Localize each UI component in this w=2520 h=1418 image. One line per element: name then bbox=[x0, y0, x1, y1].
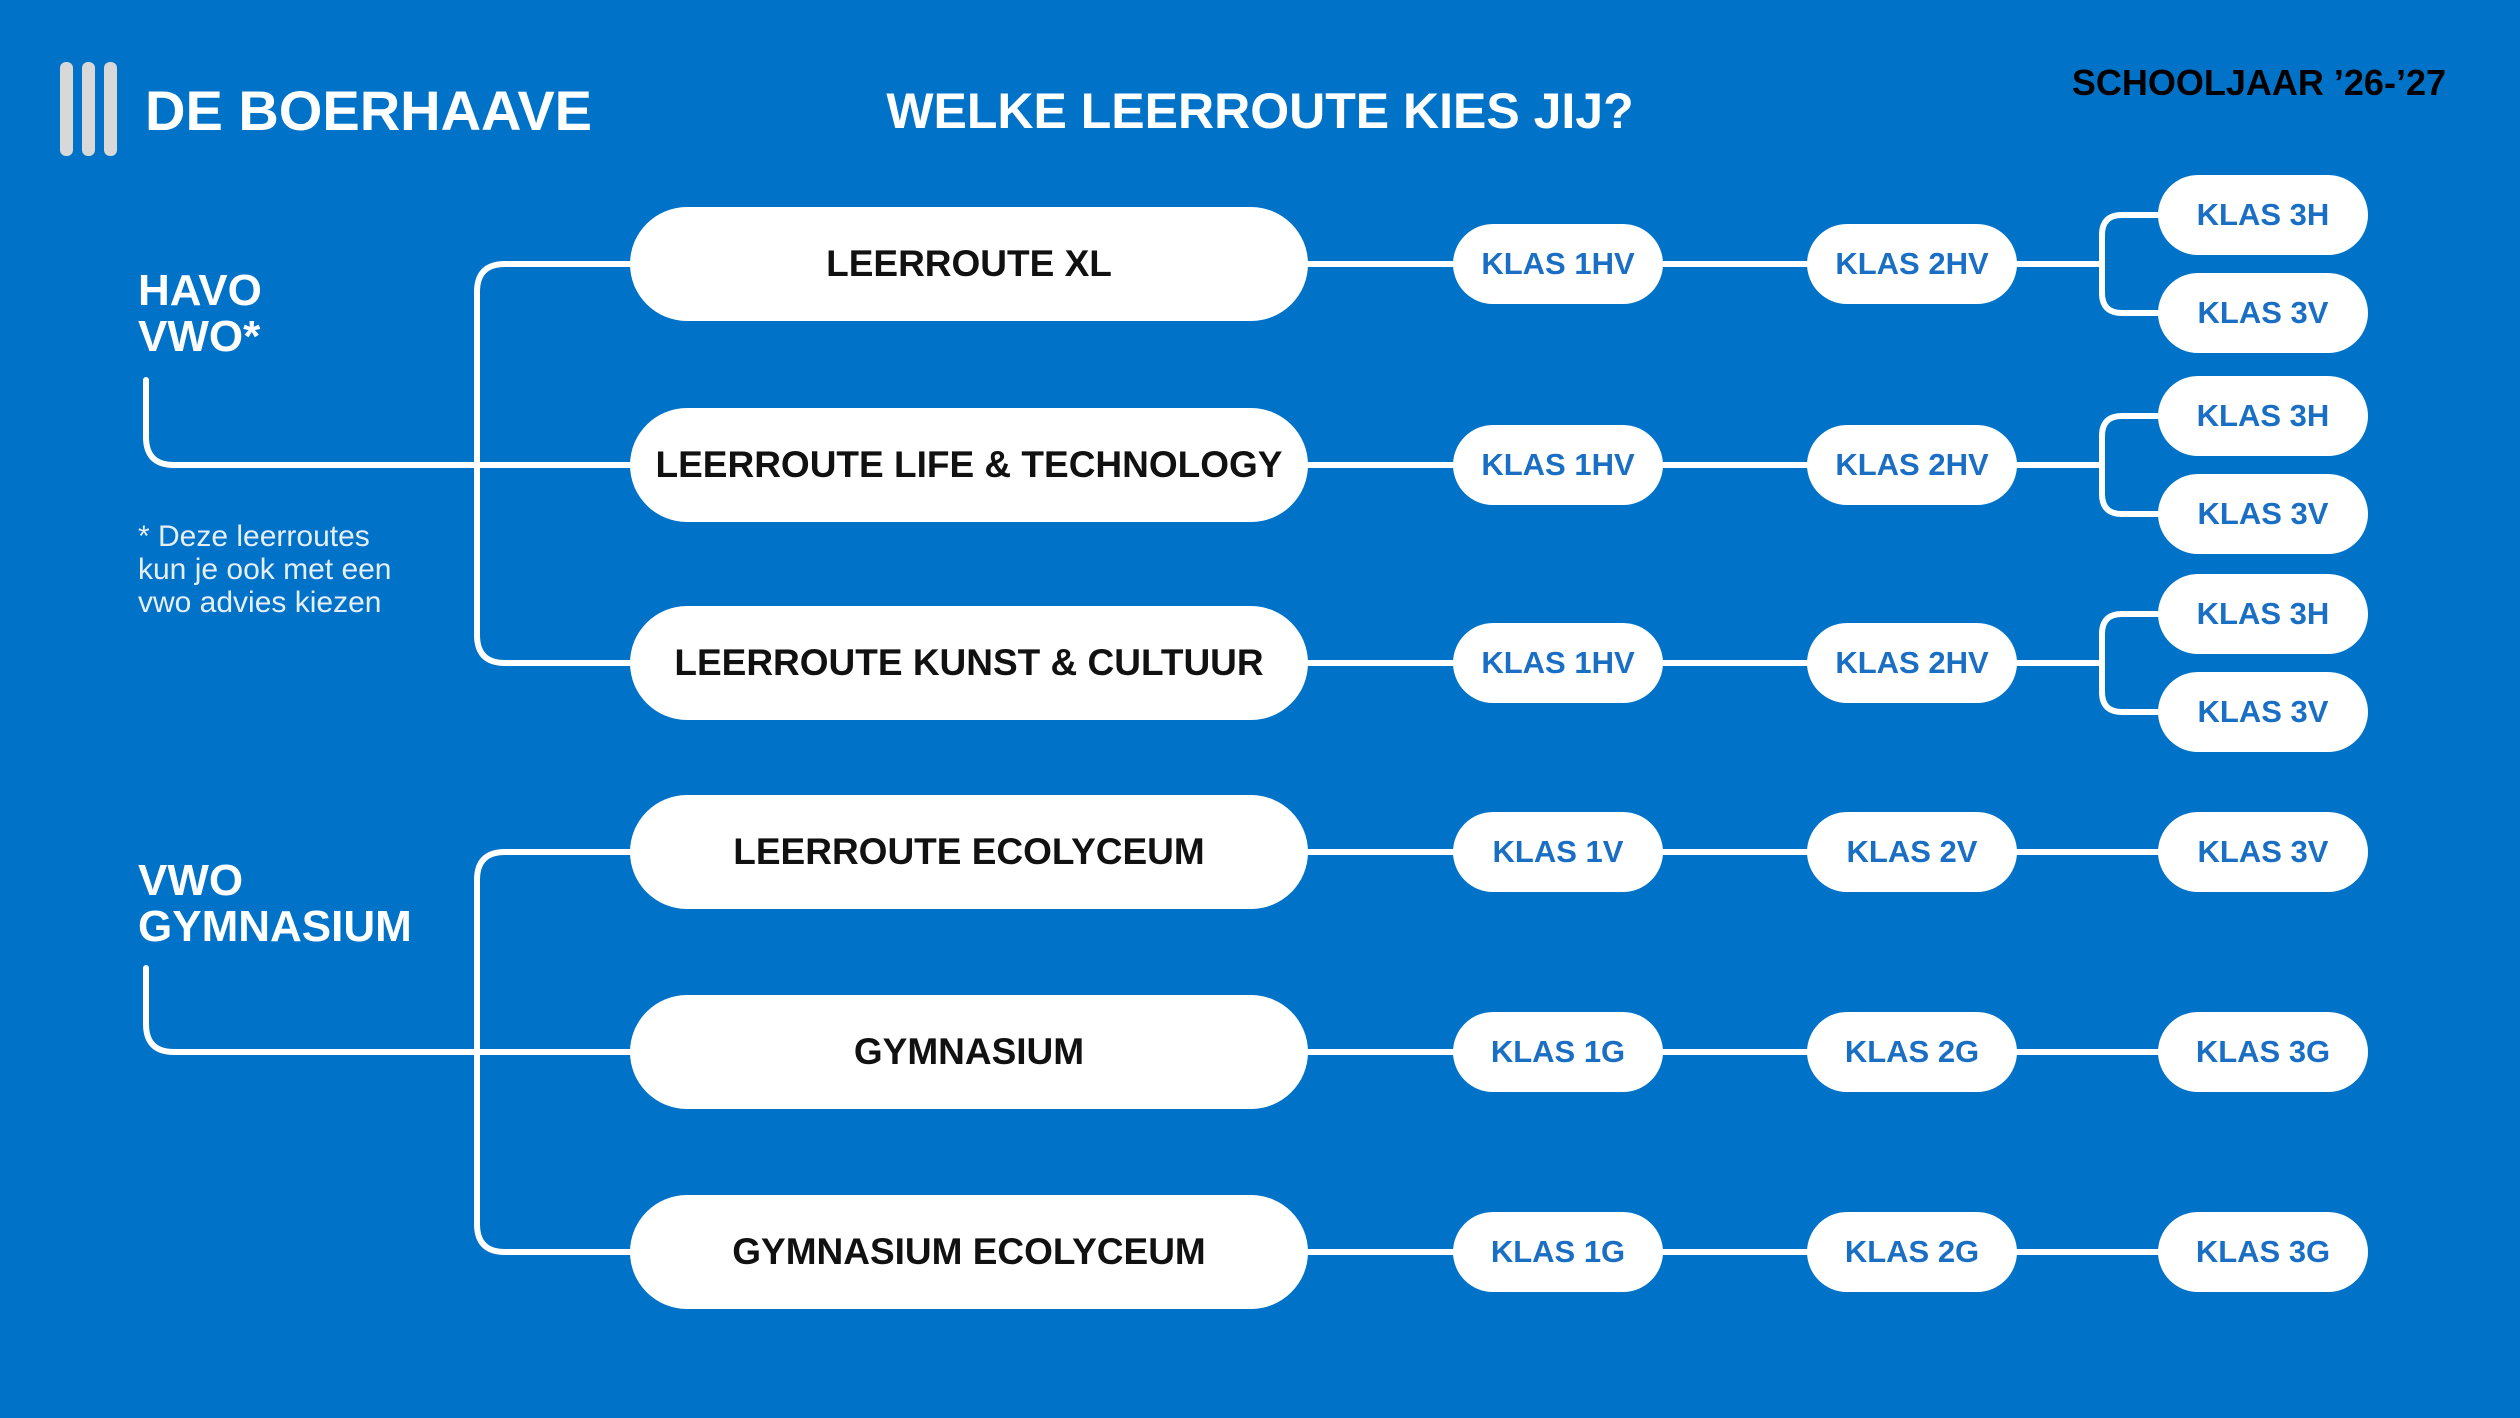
school-year: SCHOOLJAAR ’26-’27 bbox=[2071, 62, 2446, 103]
footnote: * Deze leerroutes kun je ook met een vwo… bbox=[138, 520, 392, 619]
klas-1-pill: KLAS 1HV bbox=[1453, 623, 1663, 703]
route-pill: LEERROUTE KUNST & CULTUUR bbox=[630, 606, 1308, 720]
logo-bar-icon bbox=[60, 62, 73, 156]
trunk-line bbox=[474, 261, 633, 666]
group-label-vwo-gymnasium: VWO GYMNASIUM bbox=[138, 856, 412, 951]
klas-3-pill: KLAS 3V bbox=[2158, 273, 2368, 353]
klas-1-pill: KLAS 1HV bbox=[1453, 425, 1663, 505]
klas-3-pill: KLAS 3H bbox=[2158, 376, 2368, 456]
route-pill: LEERROUTE ECOLYCEUM bbox=[630, 795, 1308, 909]
klas-1-pill: KLAS 1HV bbox=[1453, 224, 1663, 304]
klas-3-pill: KLAS 3G bbox=[2158, 1012, 2368, 1092]
klas-3-pill: KLAS 3V bbox=[2158, 474, 2368, 554]
route-pill: LEERROUTE LIFE & TECHNOLOGY bbox=[630, 408, 1308, 522]
route-pill: LEERROUTE XL bbox=[630, 207, 1308, 321]
route-pill: GYMNASIUM bbox=[630, 995, 1308, 1109]
group-connector-line bbox=[143, 377, 633, 468]
trunk-line bbox=[474, 849, 633, 1255]
klas-1-pill: KLAS 1G bbox=[1453, 1212, 1663, 1292]
logo-text: DE BOERHAAVE bbox=[145, 79, 593, 142]
branch-line bbox=[2099, 611, 2161, 715]
logo-bar-icon bbox=[104, 62, 117, 156]
klas-2-pill: KLAS 2G bbox=[1807, 1012, 2017, 1092]
klas-3-pill: KLAS 3V bbox=[2158, 672, 2368, 752]
group-connector-line bbox=[143, 965, 633, 1055]
route-pill: GYMNASIUM ECOLYCEUM bbox=[630, 1195, 1308, 1309]
page-title: WELKE LEERROUTE KIES JIJ? bbox=[886, 83, 1634, 139]
school-logo: DE BOERHAAVE bbox=[60, 62, 592, 162]
klas-3-pill: KLAS 3V bbox=[2158, 812, 2368, 892]
klas-1-pill: KLAS 1V bbox=[1453, 812, 1663, 892]
group-label-havo-vwo: HAVO VWO* bbox=[138, 266, 262, 361]
klas-2-pill: KLAS 2HV bbox=[1807, 623, 2017, 703]
klas-3-pill: KLAS 3H bbox=[2158, 574, 2368, 654]
klas-2-pill: KLAS 2G bbox=[1807, 1212, 2017, 1292]
klas-2-pill: KLAS 2HV bbox=[1807, 425, 2017, 505]
branch-line bbox=[2099, 413, 2161, 517]
klas-3-pill: KLAS 3G bbox=[2158, 1212, 2368, 1292]
branch-line bbox=[2099, 212, 2161, 316]
klas-2-pill: KLAS 2V bbox=[1807, 812, 2017, 892]
klas-3-pill: KLAS 3H bbox=[2158, 175, 2368, 255]
logo-bar-icon bbox=[82, 62, 95, 156]
klas-1-pill: KLAS 1G bbox=[1453, 1012, 1663, 1092]
klas-2-pill: KLAS 2HV bbox=[1807, 224, 2017, 304]
